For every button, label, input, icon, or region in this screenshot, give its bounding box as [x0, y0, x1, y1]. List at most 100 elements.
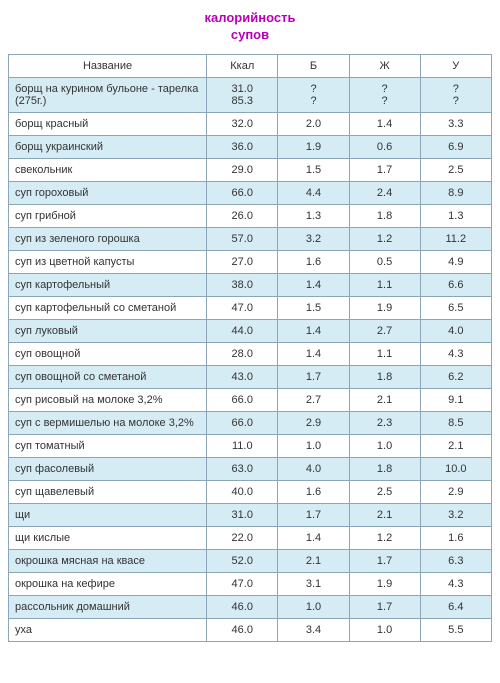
table-row: борщ на курином бульоне - тарелка (275г.… [9, 77, 492, 112]
cell-kcal: 43.0 [207, 365, 278, 388]
cell-b: 1.5 [278, 158, 349, 181]
cell-kcal: 38.0 [207, 273, 278, 296]
cell-zh: 1.7 [349, 549, 420, 572]
cell-u: 6.5 [420, 296, 491, 319]
table-row: суп с вермишелью на молоке 3,2%66.02.92.… [9, 411, 492, 434]
cell-u: 4.3 [420, 572, 491, 595]
cell-name: суп из зеленого горошка [9, 227, 207, 250]
cell-zh: 1.8 [349, 204, 420, 227]
table-row: суп из цветной капусты27.01.60.54.9 [9, 250, 492, 273]
cell-b: 1.0 [278, 434, 349, 457]
cell-u: 4.0 [420, 319, 491, 342]
cell-name: суп овощной со сметаной [9, 365, 207, 388]
cell-zh: ?? [349, 77, 420, 112]
cell-name: рассольник домашний [9, 595, 207, 618]
cell-u: 10.0 [420, 457, 491, 480]
table-row: рассольник домашний46.01.01.76.4 [9, 595, 492, 618]
cell-b: 4.4 [278, 181, 349, 204]
table-row: борщ красный32.02.01.43.3 [9, 112, 492, 135]
cell-u: 2.1 [420, 434, 491, 457]
cell-b: 1.4 [278, 526, 349, 549]
page-title: калорийность супов [8, 10, 492, 44]
cell-kcal: 26.0 [207, 204, 278, 227]
cell-zh: 1.1 [349, 273, 420, 296]
cell-zh: 1.0 [349, 434, 420, 457]
cell-kcal: 46.0 [207, 618, 278, 641]
cell-name: суп грибной [9, 204, 207, 227]
cell-b: 2.0 [278, 112, 349, 135]
cell-name: суп щавелевый [9, 480, 207, 503]
cell-name: борщ на курином бульоне - тарелка (275г.… [9, 77, 207, 112]
cell-zh: 2.5 [349, 480, 420, 503]
col-kcal: Ккал [207, 54, 278, 77]
cell-name: суп томатный [9, 434, 207, 457]
cell-b: 1.6 [278, 480, 349, 503]
cell-kcal: 66.0 [207, 181, 278, 204]
cell-u: 4.9 [420, 250, 491, 273]
cell-zh: 1.2 [349, 526, 420, 549]
cell-kcal: 31.085.3 [207, 77, 278, 112]
cell-b: 1.0 [278, 595, 349, 618]
col-b: Б [278, 54, 349, 77]
header-row: Название Ккал Б Ж У [9, 54, 492, 77]
cell-kcal: 52.0 [207, 549, 278, 572]
cell-b: 1.9 [278, 135, 349, 158]
cell-u: 1.6 [420, 526, 491, 549]
table-row: суп луковый44.01.42.74.0 [9, 319, 492, 342]
cell-b: 1.3 [278, 204, 349, 227]
title-line2: супов [231, 27, 269, 42]
cell-name: суп фасолевый [9, 457, 207, 480]
cell-name: суп из цветной капусты [9, 250, 207, 273]
cell-u: 6.9 [420, 135, 491, 158]
cell-u: 9.1 [420, 388, 491, 411]
cell-zh: 1.8 [349, 457, 420, 480]
cell-zh: 0.6 [349, 135, 420, 158]
cell-b: 1.7 [278, 365, 349, 388]
cell-u: 6.2 [420, 365, 491, 388]
cell-zh: 1.1 [349, 342, 420, 365]
cell-name: суп картофельный [9, 273, 207, 296]
cell-b: 2.9 [278, 411, 349, 434]
cell-zh: 1.8 [349, 365, 420, 388]
table-row: суп гороховый66.04.42.48.9 [9, 181, 492, 204]
cell-u: 3.2 [420, 503, 491, 526]
cell-name: окрошка на кефире [9, 572, 207, 595]
cell-name: суп гороховый [9, 181, 207, 204]
cell-b: 3.4 [278, 618, 349, 641]
cell-u: 5.5 [420, 618, 491, 641]
cell-zh: 2.1 [349, 503, 420, 526]
cell-zh: 0.5 [349, 250, 420, 273]
cell-u: 8.9 [420, 181, 491, 204]
col-u: У [420, 54, 491, 77]
table-row: окрошка мясная на квасе52.02.11.76.3 [9, 549, 492, 572]
cell-kcal: 27.0 [207, 250, 278, 273]
cell-kcal: 57.0 [207, 227, 278, 250]
cell-b: 1.5 [278, 296, 349, 319]
table-row: суп картофельный38.01.41.16.6 [9, 273, 492, 296]
cell-u: 2.9 [420, 480, 491, 503]
table-row: суп томатный11.01.01.02.1 [9, 434, 492, 457]
cell-kcal: 32.0 [207, 112, 278, 135]
cell-b: 1.4 [278, 319, 349, 342]
table-row: борщ украинский36.01.90.66.9 [9, 135, 492, 158]
cell-name: борщ красный [9, 112, 207, 135]
col-name: Название [9, 54, 207, 77]
cell-name: щи кислые [9, 526, 207, 549]
table-row: суп из зеленого горошка57.03.21.211.2 [9, 227, 492, 250]
cell-b: 1.6 [278, 250, 349, 273]
cell-kcal: 31.0 [207, 503, 278, 526]
cell-kcal: 66.0 [207, 388, 278, 411]
col-zh: Ж [349, 54, 420, 77]
cell-name: борщ украинский [9, 135, 207, 158]
cell-kcal: 36.0 [207, 135, 278, 158]
cell-name: щи [9, 503, 207, 526]
cell-b: ?? [278, 77, 349, 112]
cell-u: ?? [420, 77, 491, 112]
table-row: свекольник29.01.51.72.5 [9, 158, 492, 181]
cell-zh: 1.9 [349, 572, 420, 595]
cell-name: суп овощной [9, 342, 207, 365]
table-row: суп картофельный со сметаной47.01.51.96.… [9, 296, 492, 319]
table-row: щи кислые22.01.41.21.6 [9, 526, 492, 549]
cell-b: 2.7 [278, 388, 349, 411]
cell-kcal: 47.0 [207, 572, 278, 595]
